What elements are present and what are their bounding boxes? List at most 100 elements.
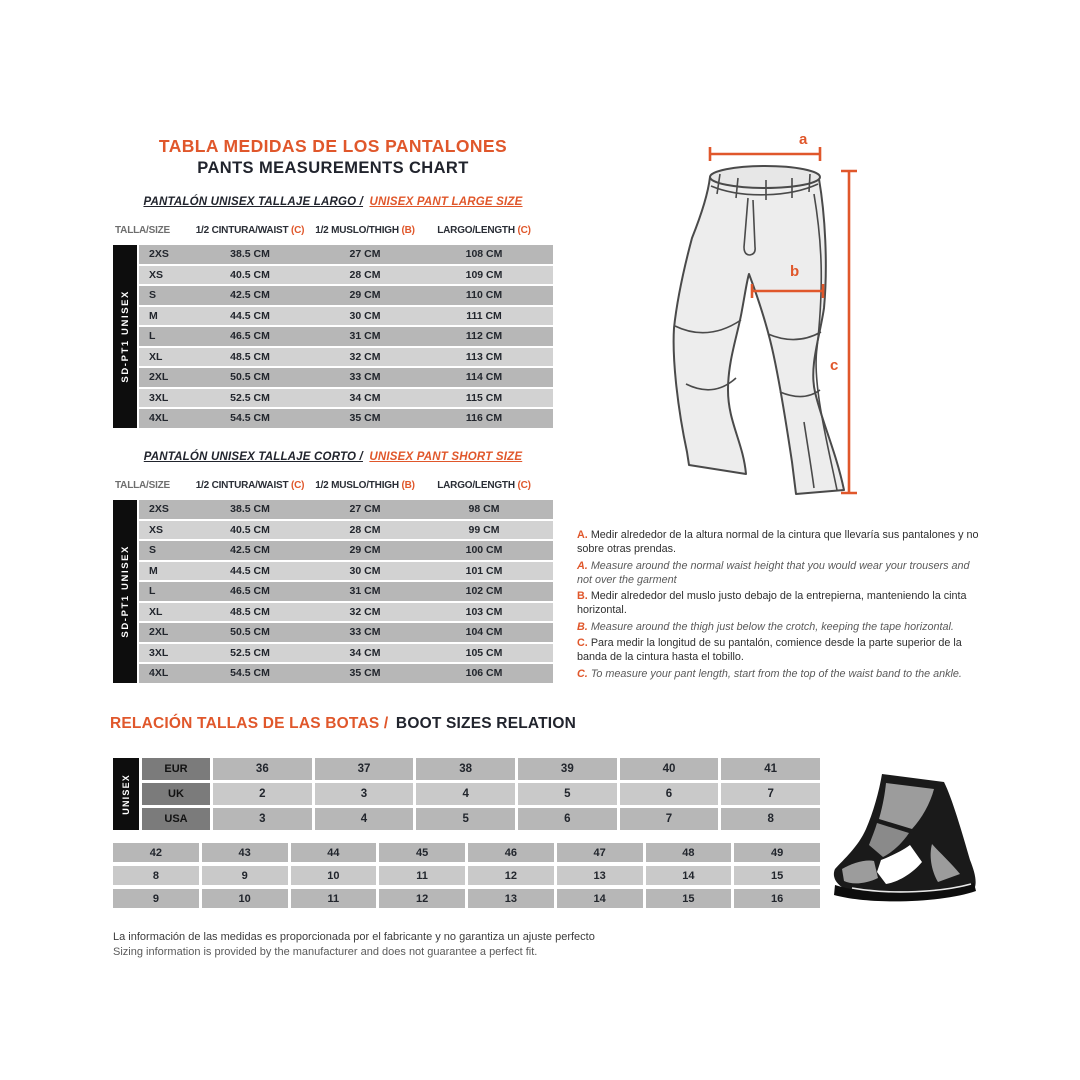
section-title-es: PANTALÓN UNISEX TALLAJE CORTO /	[143, 451, 363, 463]
size-cell: 4	[416, 783, 515, 805]
size-cell: 10	[201, 889, 288, 908]
pants-short-side-bar: SD-PT1 UNISEX	[113, 500, 137, 683]
size-cell: XL	[149, 605, 163, 618]
size-cell: 39	[517, 758, 617, 780]
thigh-cell: 27 CM	[349, 248, 381, 261]
size-cell: 37	[314, 758, 414, 780]
length-cell: 109 CM	[465, 268, 503, 281]
waist-cell: 40.5 CM	[230, 268, 270, 281]
table-row-usa: 3 4 5 6 7 8	[213, 808, 820, 830]
waist-cell: 38.5 CM	[230, 503, 270, 516]
thigh-cell: 32 CM	[349, 350, 381, 363]
size-cell: 11	[290, 889, 377, 908]
size-cell: XL	[149, 350, 163, 363]
waist-cell: 50.5 CM	[230, 626, 270, 639]
size-cell: 14	[645, 866, 732, 885]
waist-cell: 46.5 CM	[230, 330, 270, 343]
section-title-en: UNISEX PANT LARGE SIZE	[369, 196, 523, 208]
size-cell: 4	[314, 808, 414, 830]
size-cell: M	[149, 564, 158, 577]
thigh-cell: 29 CM	[349, 544, 381, 557]
table-row: 4XL 54.5 CM 35 CM 106 CM	[139, 664, 553, 683]
size-cell: S	[149, 544, 157, 557]
length-cell: 98 CM	[468, 503, 500, 516]
size-cell: 14	[556, 889, 643, 908]
size-cell: 7	[721, 783, 820, 805]
thigh-cell: 33 CM	[349, 371, 381, 384]
size-cell: L	[149, 330, 156, 343]
length-cell: 102 CM	[465, 585, 503, 598]
table-row: 2XL 50.5 CM 33 CM 114 CM	[139, 368, 553, 387]
size-cell: 7	[619, 808, 719, 830]
waist-cell: 44.5 CM	[230, 564, 270, 577]
length-cell: 108 CM	[465, 248, 503, 261]
table-row: 2XS 38.5 CM 27 CM 108 CM	[139, 245, 553, 264]
size-cell: 47	[556, 843, 643, 862]
size-cell: 45	[379, 843, 465, 862]
thigh-cell: 28 CM	[349, 268, 381, 281]
thigh-cell: 35 CM	[349, 667, 381, 680]
section-title-pants-short: PANTALÓN UNISEX TALLAJE CORTO / UNISEX P…	[103, 451, 563, 463]
length-cell: 114 CM	[465, 371, 503, 384]
side-label: SD-PT1 UNISEX	[119, 290, 131, 383]
waist-cell: 54.5 CM	[230, 412, 270, 425]
table-row-eur: 36 37 38 39 40 41	[213, 758, 820, 780]
size-cell: 2XL	[149, 371, 169, 384]
waist-cell: 52.5 CM	[230, 646, 270, 659]
page-header: TABLA MEDIDAS DE LOS PANTALONES PANTS ME…	[103, 136, 563, 178]
thigh-cell: 35 CM	[349, 412, 381, 425]
pants-large-side-bar: SD-PT1 UNISEX	[113, 245, 137, 428]
length-cell: 112 CM	[465, 330, 503, 343]
size-cell: S	[149, 289, 157, 302]
length-cell: 105 CM	[465, 646, 503, 659]
table-row: L 46.5 CM 31 CM 102 CM	[139, 582, 553, 601]
size-cell: 46	[468, 843, 554, 862]
size-cell: 38	[416, 758, 515, 780]
col-header-thigh: 1/2 MUSLO/THIGH (B)	[315, 225, 415, 236]
length-cell: 101 CM	[465, 564, 503, 577]
col-header-waist: 1/2 CINTURA/WAIST (C)	[195, 480, 305, 491]
boots-size-table-continued: 42 43 44 45 46 47 48 49 8 9 10 11 12 13 …	[113, 843, 820, 912]
row-label-uk: UK	[142, 783, 210, 805]
col-header-waist: 1/2 CINTURA/WAIST (C)	[195, 225, 305, 236]
thigh-cell: 34 CM	[349, 391, 381, 404]
waist-cell: 52.5 CM	[230, 391, 270, 404]
thigh-cell: 34 CM	[349, 646, 381, 659]
col-header-length: LARGO/LENGTH (C)	[437, 480, 531, 491]
thigh-cell: 32 CM	[349, 605, 381, 618]
size-cell: 12	[379, 889, 465, 908]
table-row: M 44.5 CM 30 CM 101 CM	[139, 561, 553, 580]
size-cell: 13	[468, 889, 554, 908]
side-label: SD-PT1 UNISEX	[119, 545, 131, 638]
col-header-length: LARGO/LENGTH (C)	[437, 225, 531, 236]
size-cell: 15	[734, 866, 820, 885]
length-cell: 106 CM	[465, 667, 503, 680]
size-cell: 8	[721, 808, 820, 830]
thigh-cell: 30 CM	[349, 564, 381, 577]
size-cell: 10	[290, 866, 377, 885]
table-row: 2XL 50.5 CM 33 CM 104 CM	[139, 623, 553, 642]
size-cell: 3	[213, 808, 312, 830]
size-cell: L	[149, 585, 156, 598]
disclaimer-es: La información de las medidas es proporc…	[113, 931, 595, 943]
size-cell: 5	[416, 808, 515, 830]
size-cell: 9	[201, 866, 288, 885]
thigh-cell: 28 CM	[349, 523, 381, 536]
measuring-notes: A. Medir alrededor de la altura normal d…	[577, 528, 981, 683]
size-cell: 41	[721, 758, 820, 780]
size-cell: 42	[113, 843, 199, 862]
table-row: XS 40.5 CM 28 CM 99 CM	[139, 520, 553, 539]
disclaimer-en: Sizing information is provided by the ma…	[113, 945, 538, 958]
size-cell: 3XL	[149, 646, 169, 659]
table-row: S 42.5 CM 29 CM 100 CM	[139, 541, 553, 560]
thigh-cell: 31 CM	[349, 585, 381, 598]
row-label-usa: USA	[142, 808, 210, 830]
boots-row-labels: EUR UK USA	[142, 758, 210, 833]
table-row: XS 40.5 CM 28 CM 109 CM	[139, 265, 553, 284]
size-cell: XS	[149, 268, 164, 281]
thigh-cell: 31 CM	[349, 330, 381, 343]
waist-cell: 44.5 CM	[230, 309, 270, 322]
size-cell: 4XL	[149, 412, 169, 425]
length-cell: 116 CM	[465, 412, 503, 425]
